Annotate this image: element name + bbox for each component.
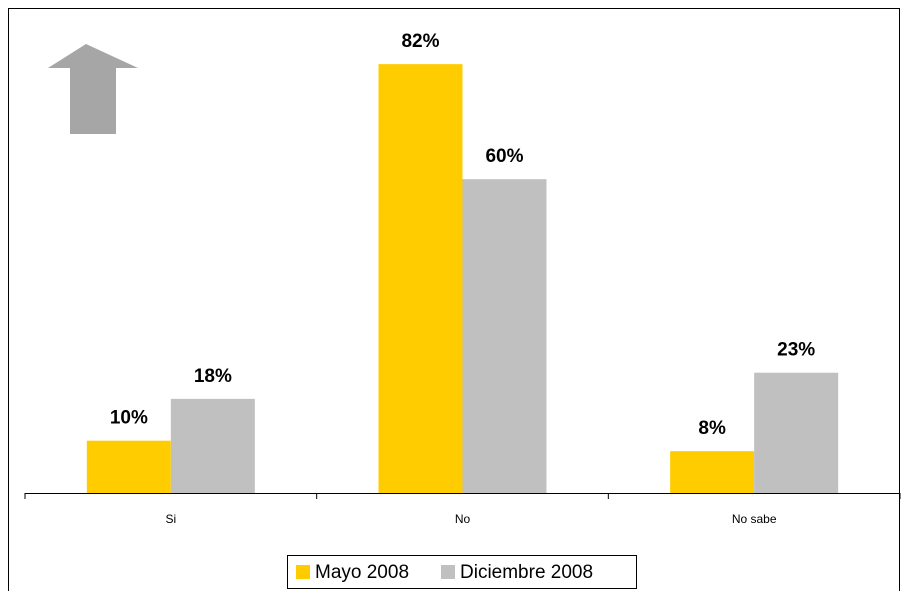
legend-swatch	[441, 565, 455, 579]
bar	[462, 179, 547, 493]
legend-swatch	[296, 565, 310, 579]
value-label: 82%	[401, 31, 439, 52]
value-label: 10%	[110, 408, 148, 429]
bar	[754, 372, 839, 493]
value-label: 60%	[485, 146, 523, 167]
x-tick-label: No	[455, 512, 471, 526]
x-tick-label: Si	[165, 512, 176, 526]
legend-box	[287, 555, 637, 589]
x-tick-label: No sabe	[732, 512, 777, 526]
bar	[170, 398, 255, 493]
legend-label: Diciembre 2008	[460, 562, 593, 583]
value-label: 8%	[698, 418, 726, 439]
value-label: 18%	[194, 366, 232, 387]
bar	[670, 451, 755, 493]
value-label: 23%	[777, 340, 815, 361]
bar	[86, 440, 171, 493]
legend-label: Mayo 2008	[315, 562, 409, 583]
bar	[378, 64, 463, 493]
arrow-icon	[48, 44, 138, 134]
